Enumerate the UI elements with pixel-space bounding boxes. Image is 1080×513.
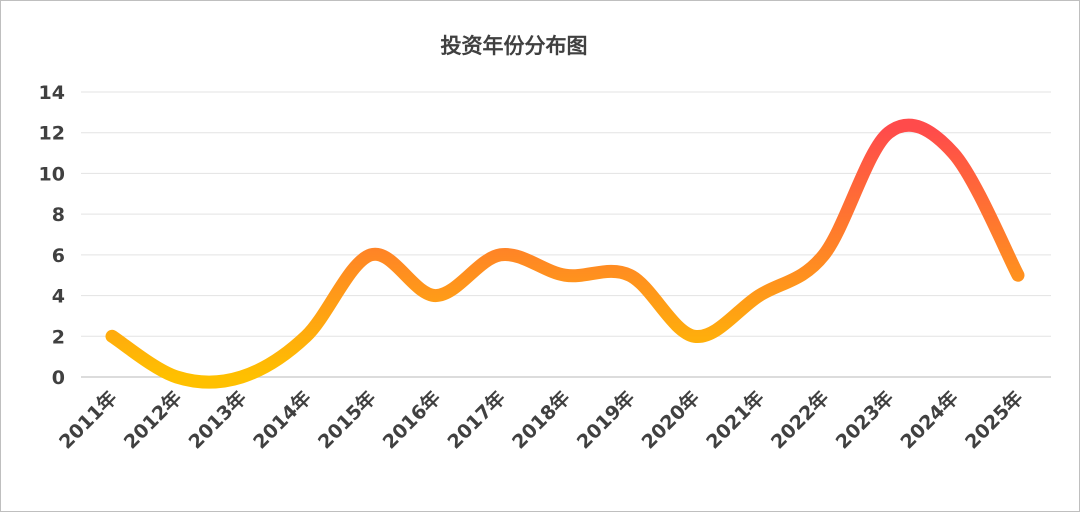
y-tick-label: 0 (52, 367, 65, 389)
x-tick-label: 2017年 (443, 386, 510, 453)
x-tick-label: 2015年 (313, 386, 380, 453)
y-tick-label: 10 (39, 163, 65, 185)
x-tick-label: 2016年 (378, 386, 445, 453)
series-line (105, 118, 1025, 389)
x-tick-label: 2013年 (184, 386, 251, 453)
y-tick-label: 2 (52, 326, 65, 348)
x-axis-ticks: 2011年2012年2013年2014年2015年2016年2017年2018年… (54, 386, 1027, 453)
x-tick-label: 2012年 (119, 386, 186, 453)
x-tick-label: 2022年 (766, 386, 833, 453)
y-tick-label: 14 (39, 82, 65, 104)
x-tick-label: 2024年 (896, 386, 963, 453)
x-tick-label: 2018年 (507, 386, 574, 453)
y-tick-label: 8 (52, 204, 65, 226)
x-tick-label: 2011年 (54, 386, 121, 453)
y-axis-ticks: 0 2 4 6 8 10 12 14 (39, 82, 65, 389)
x-tick-label: 2014年 (249, 386, 316, 453)
x-tick-label: 2021年 (702, 386, 769, 453)
x-tick-label: 2025年 (960, 386, 1027, 453)
y-tick-label: 6 (52, 245, 65, 267)
x-tick-label: 2019年 (572, 386, 639, 453)
grid-lines (81, 91, 1051, 378)
x-tick-label: 2023年 (831, 386, 898, 453)
y-tick-label: 4 (52, 286, 65, 308)
x-tick-label: 2020年 (637, 386, 704, 453)
chart-title: 投资年份分布图 (441, 34, 588, 58)
y-tick-label: 12 (39, 123, 65, 145)
